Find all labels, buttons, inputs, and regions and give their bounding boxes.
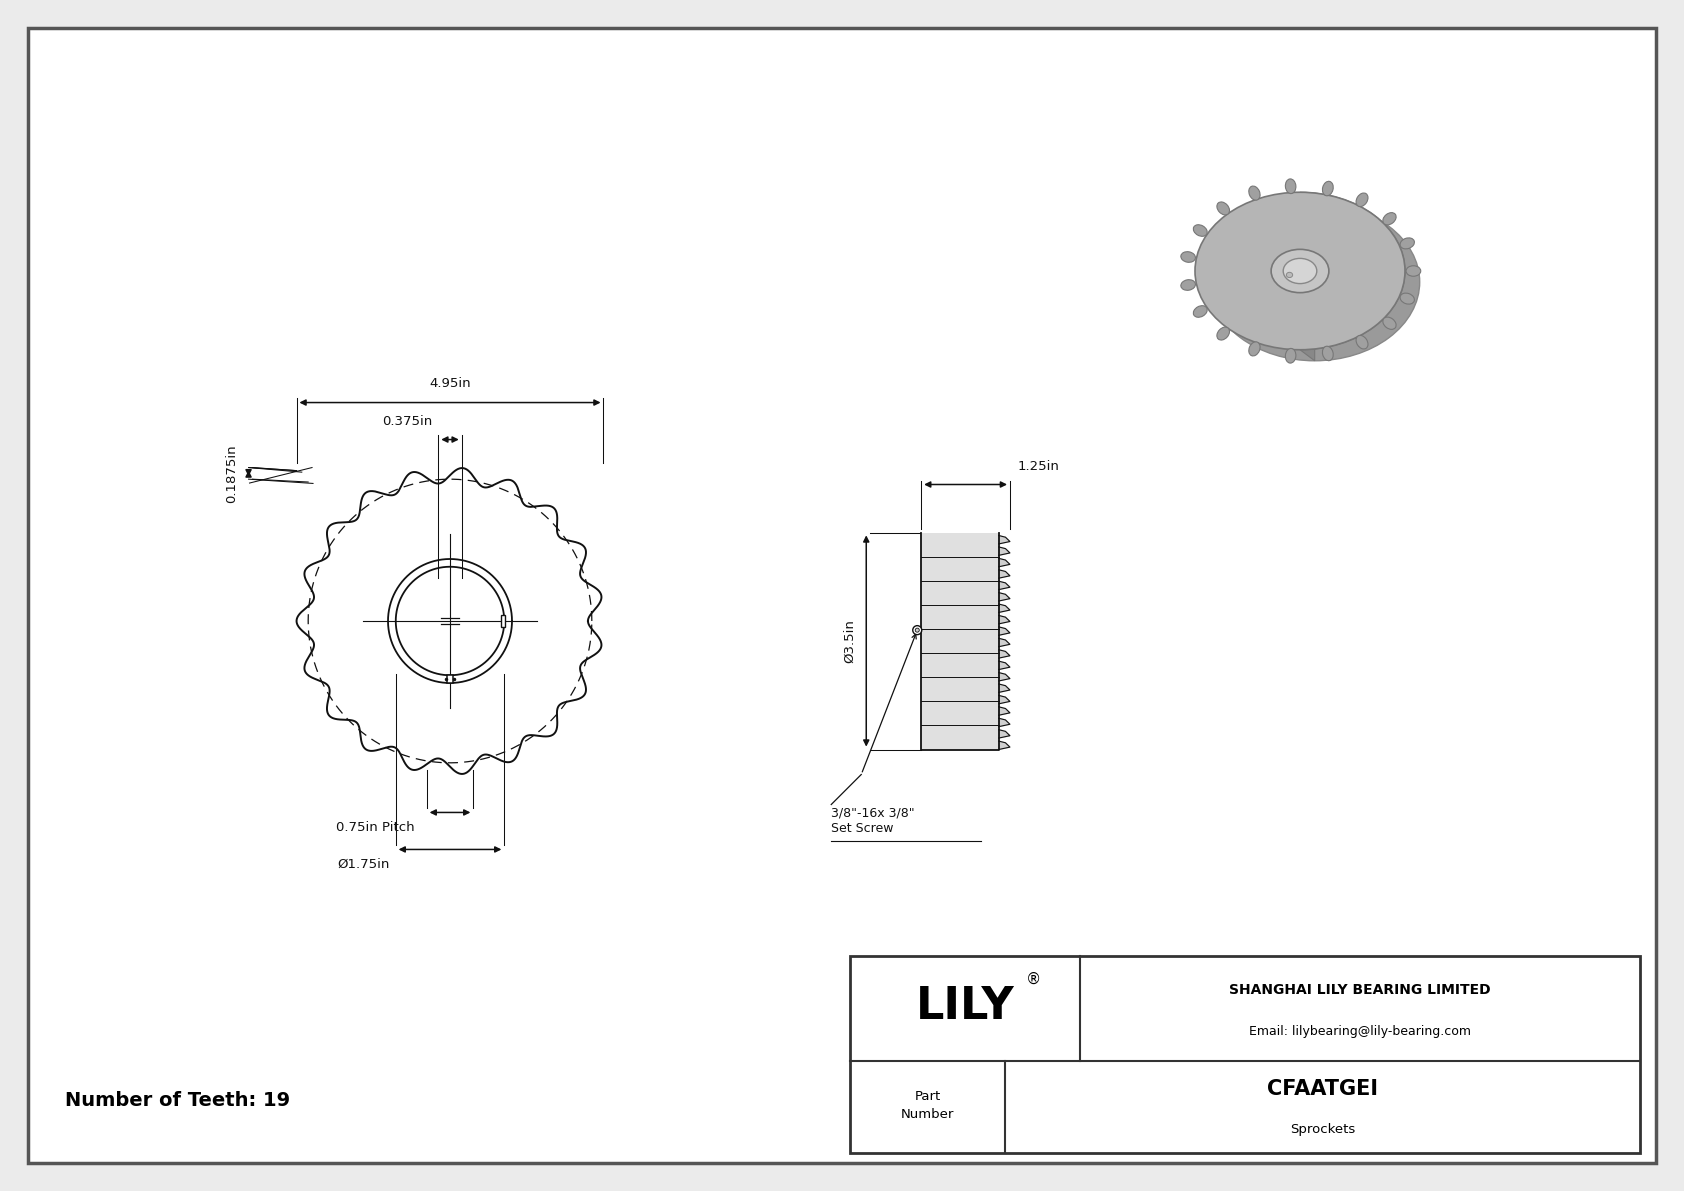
Ellipse shape: [1194, 225, 1207, 236]
Ellipse shape: [1180, 251, 1196, 262]
Text: 3/8"-16x 3/8"
Set Screw: 3/8"-16x 3/8" Set Screw: [832, 806, 914, 835]
Ellipse shape: [1285, 349, 1297, 363]
Ellipse shape: [1383, 213, 1396, 225]
Text: 0.75in Pitch: 0.75in Pitch: [337, 822, 414, 835]
Polygon shape: [999, 604, 1010, 612]
Text: SHANGHAI LILY BEARING LIMITED: SHANGHAI LILY BEARING LIMITED: [1229, 983, 1490, 997]
Ellipse shape: [1250, 186, 1260, 200]
Polygon shape: [999, 547, 1010, 555]
Circle shape: [913, 625, 921, 635]
Polygon shape: [999, 684, 1010, 692]
Polygon shape: [999, 638, 1010, 647]
Polygon shape: [999, 536, 1010, 544]
Text: 0.375in: 0.375in: [382, 414, 433, 428]
Text: CFAATGEI: CFAATGEI: [1266, 1079, 1378, 1098]
Text: ®: ®: [1026, 972, 1041, 986]
Ellipse shape: [1399, 293, 1415, 304]
Ellipse shape: [1356, 336, 1367, 349]
Text: 0.1875in: 0.1875in: [226, 444, 239, 503]
Polygon shape: [999, 706, 1010, 716]
Ellipse shape: [1285, 179, 1297, 194]
Polygon shape: [999, 569, 1010, 578]
Ellipse shape: [1194, 306, 1207, 317]
Ellipse shape: [1383, 317, 1396, 330]
Ellipse shape: [1196, 192, 1404, 350]
Bar: [850, 956, 1640, 1153]
Bar: [446, 675, 453, 684]
Text: LILY: LILY: [916, 985, 1014, 1028]
Text: Email: lilybearing@lily-bearing.com: Email: lilybearing@lily-bearing.com: [1250, 1025, 1472, 1039]
Polygon shape: [999, 741, 1010, 749]
Bar: [921, 532, 999, 749]
Ellipse shape: [1356, 193, 1367, 206]
Circle shape: [914, 628, 919, 632]
Polygon shape: [999, 730, 1010, 738]
Ellipse shape: [1209, 204, 1420, 361]
Ellipse shape: [1250, 342, 1260, 356]
Text: Ø3.5in: Ø3.5in: [844, 619, 855, 663]
Polygon shape: [999, 593, 1010, 601]
Polygon shape: [1300, 192, 1404, 361]
Ellipse shape: [1218, 328, 1229, 341]
Polygon shape: [999, 661, 1010, 669]
Bar: [500, 616, 505, 626]
Ellipse shape: [1406, 266, 1421, 276]
Ellipse shape: [1399, 238, 1415, 249]
Text: Ø1.75in: Ø1.75in: [337, 858, 389, 871]
Ellipse shape: [1180, 280, 1196, 291]
Polygon shape: [999, 718, 1010, 727]
Polygon shape: [999, 616, 1010, 624]
Text: Part
Number: Part Number: [901, 1090, 955, 1121]
Polygon shape: [999, 559, 1010, 567]
Polygon shape: [999, 626, 1010, 635]
Ellipse shape: [1218, 202, 1229, 214]
Polygon shape: [999, 581, 1010, 590]
Ellipse shape: [1322, 347, 1334, 361]
Polygon shape: [999, 673, 1010, 681]
Text: 4.95in: 4.95in: [429, 376, 472, 389]
Ellipse shape: [1322, 181, 1334, 195]
Polygon shape: [999, 696, 1010, 704]
Text: Number of Teeth: 19: Number of Teeth: 19: [66, 1091, 290, 1110]
Text: 1.25in: 1.25in: [1017, 460, 1059, 473]
Text: Sprockets: Sprockets: [1290, 1123, 1356, 1136]
Polygon shape: [999, 650, 1010, 659]
Ellipse shape: [1283, 258, 1317, 283]
Ellipse shape: [1271, 249, 1329, 293]
Ellipse shape: [1287, 273, 1293, 278]
